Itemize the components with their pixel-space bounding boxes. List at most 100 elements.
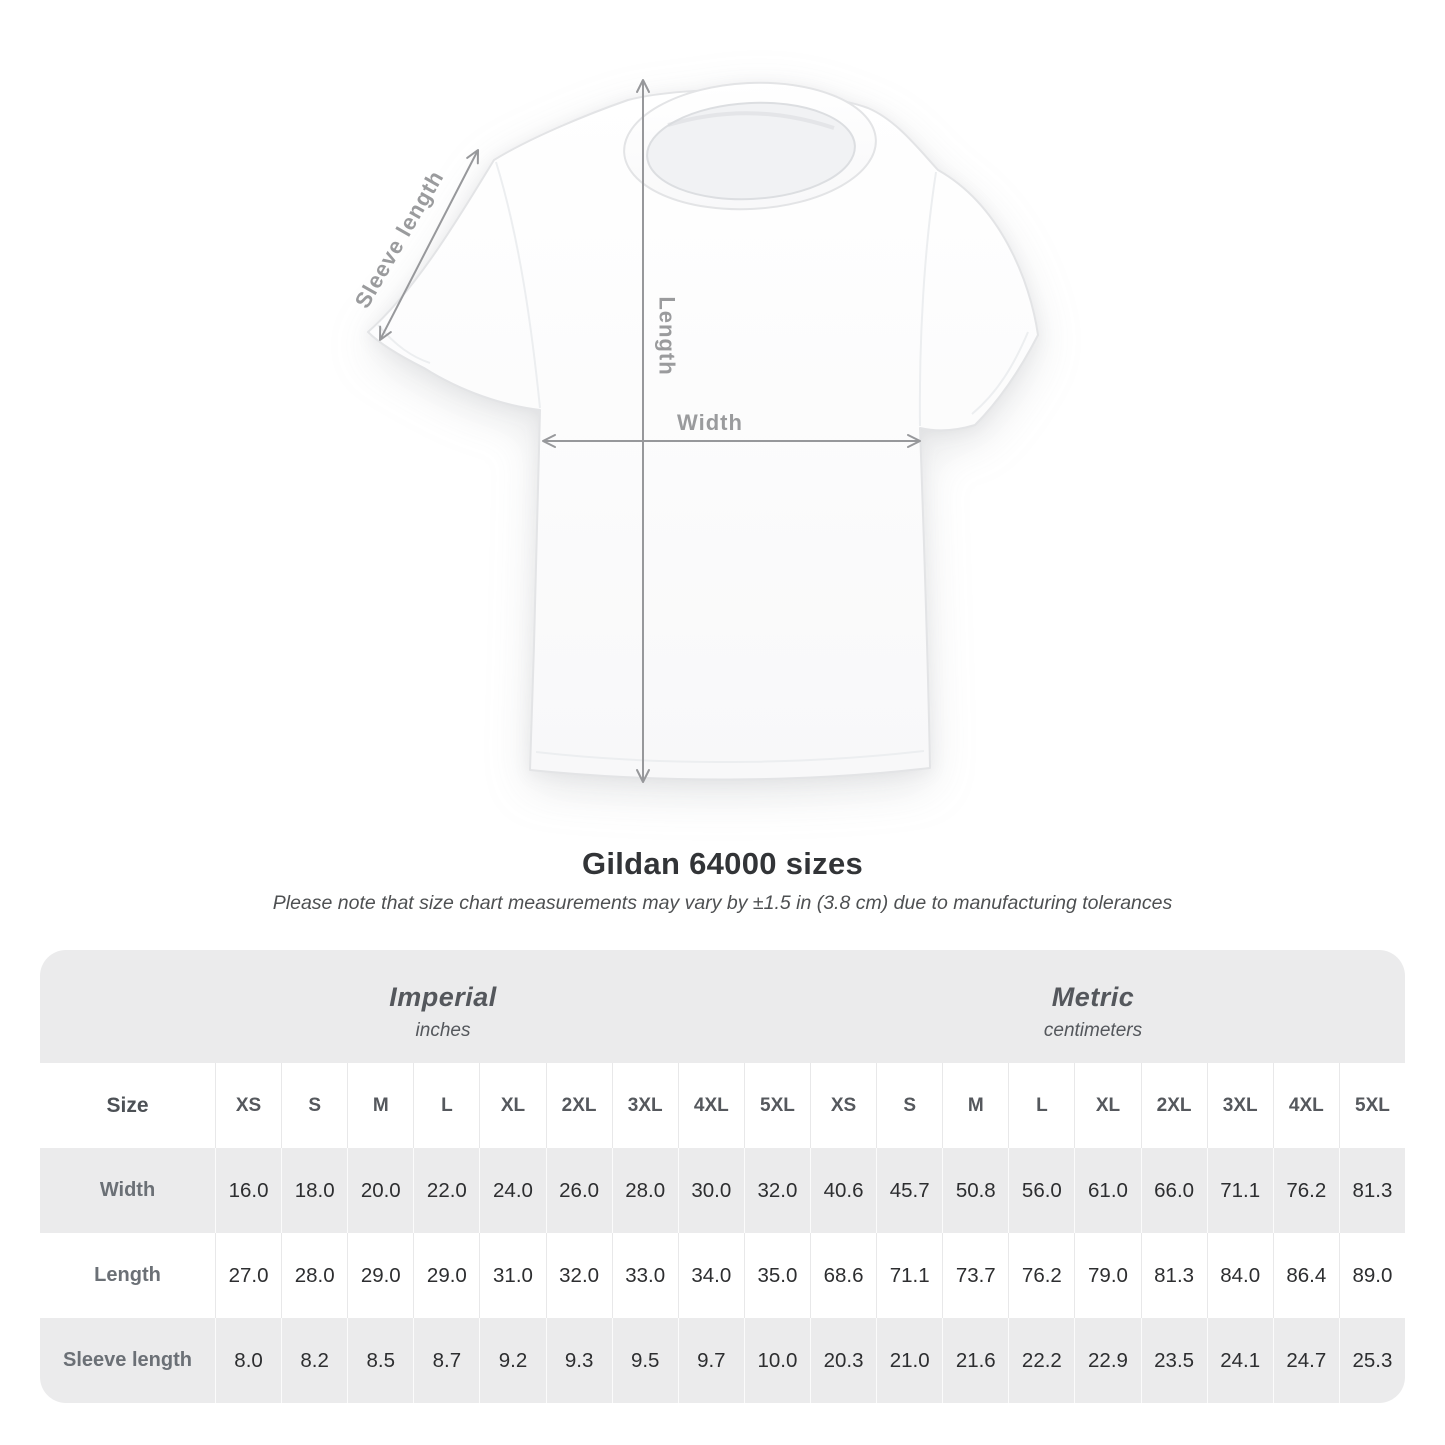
table-cell: 9.7 <box>677 1318 744 1403</box>
table-cell: 29.0 <box>347 1233 413 1318</box>
size-label: XS <box>215 1063 281 1148</box>
size-label: M <box>347 1063 413 1148</box>
size-column-header: Size <box>106 1093 149 1117</box>
table-cell: 24.7 <box>1272 1318 1339 1403</box>
bottom-hem-seam <box>535 750 925 763</box>
table-cell: 9.5 <box>611 1318 678 1403</box>
size-label: L <box>413 1063 479 1148</box>
page-subtitle: Please note that size chart measurements… <box>272 892 1173 914</box>
sleeve-length-arrow <box>379 149 479 341</box>
table-cell: 26.0 <box>545 1148 612 1233</box>
left-sleeve-hem-seam <box>377 324 431 364</box>
table-cell: 20.0 <box>347 1148 413 1233</box>
size-label: 2XL <box>545 1063 612 1148</box>
table-cell: 23.5 <box>1140 1318 1207 1403</box>
sleeve-length-row: Sleeve length 8.0 8.2 8.5 8.7 9.2 9.3 9.5 9.7 10.… <box>40 1318 1405 1403</box>
table-cell: 50.8 <box>942 1148 1008 1233</box>
size-label: 2XL <box>1140 1063 1207 1148</box>
table-cell: 84.0 <box>1206 1233 1273 1318</box>
table-cell: 18.0 <box>281 1148 347 1233</box>
size-label: 3XL <box>611 1063 678 1148</box>
size-label: M <box>942 1063 1008 1148</box>
row-label: Sleeve length <box>63 1349 192 1371</box>
size-label: XS <box>810 1063 876 1148</box>
size-table: Imperial inches Metric centimeters Size X… <box>40 950 1405 1403</box>
table-cell: 8.5 <box>347 1318 413 1403</box>
imperial-section-header: Imperial inches <box>389 982 497 1042</box>
row-label: Length <box>94 1264 161 1286</box>
sizes-header-row: Size XS S M L XL 2XL 3XL 4XL 5XL XS S M L XL 2XL 3XL 4XL 5… <box>40 1063 1405 1148</box>
tshirt-diagram: Width Length Sleeve length <box>350 79 1039 783</box>
table-cell: 33.0 <box>611 1233 678 1318</box>
collar-inner-shadow <box>667 111 835 130</box>
size-label: 5XL <box>1338 1063 1405 1148</box>
length-arrow <box>636 79 650 783</box>
table-cell: 9.2 <box>479 1318 545 1403</box>
left-armhole-seam <box>495 161 541 409</box>
table-cell: 68.6 <box>810 1233 876 1318</box>
length-dimension-label: Length <box>654 296 679 375</box>
size-label: XL <box>479 1063 545 1148</box>
metric-unit: centimeters <box>1043 1020 1143 1041</box>
width-row: Width 16.0 18.0 20.0 22.0 24.0 26.0 28.0 30.0 32.… <box>40 1148 1405 1233</box>
right-sleeve-hem-seam <box>971 331 1029 415</box>
width-arrow <box>542 434 921 448</box>
table-cell: 9.3 <box>545 1318 612 1403</box>
table-cell: 21.0 <box>876 1318 942 1403</box>
table-cell: 30.0 <box>677 1148 744 1233</box>
size-label: L <box>1008 1063 1074 1148</box>
size-label: 4XL <box>1272 1063 1339 1148</box>
right-armhole-seam <box>918 171 937 427</box>
table-cell: 45.7 <box>876 1148 942 1233</box>
table-cell: 29.0 <box>413 1233 479 1318</box>
table-cell: 22.2 <box>1008 1318 1074 1403</box>
table-cell: 20.3 <box>810 1318 876 1403</box>
size-label: XL <box>1074 1063 1140 1148</box>
imperial-unit: inches <box>415 1020 471 1041</box>
tshirt-body <box>367 89 1039 781</box>
table-cell: 66.0 <box>1140 1148 1207 1233</box>
table-cell: 22.0 <box>413 1148 479 1233</box>
table-cell: 8.0 <box>215 1318 281 1403</box>
table-cell: 89.0 <box>1338 1233 1405 1318</box>
table-cell: 32.0 <box>545 1233 612 1318</box>
table-cell: 28.0 <box>281 1233 347 1318</box>
table-cell: 56.0 <box>1008 1148 1074 1233</box>
table-cell: 73.7 <box>942 1233 1008 1318</box>
imperial-title: Imperial <box>389 982 497 1012</box>
table-cell: 76.2 <box>1008 1233 1074 1318</box>
table-cell: 81.3 <box>1140 1233 1207 1318</box>
size-label: S <box>876 1063 942 1148</box>
table-cell: 8.2 <box>281 1318 347 1403</box>
table-cell: 40.6 <box>810 1148 876 1233</box>
size-label: S <box>281 1063 347 1148</box>
table-cell: 28.0 <box>611 1148 678 1233</box>
table-cell: 32.0 <box>743 1148 810 1233</box>
size-label: 5XL <box>743 1063 810 1148</box>
table-cell: 71.1 <box>1206 1148 1273 1233</box>
table-cell: 34.0 <box>677 1233 744 1318</box>
table-cell: 35.0 <box>743 1233 810 1318</box>
table-cell: 22.9 <box>1074 1318 1140 1403</box>
table-cell: 86.4 <box>1272 1233 1339 1318</box>
metric-title: Metric <box>1051 982 1135 1012</box>
table-cell: 71.1 <box>876 1233 942 1318</box>
table-cell: 24.1 <box>1206 1318 1273 1403</box>
tshirt-illustration <box>367 81 1039 781</box>
page-title: Gildan 64000 sizes <box>581 846 864 881</box>
table-cell: 16.0 <box>215 1148 281 1233</box>
table-cell: 61.0 <box>1074 1148 1140 1233</box>
table-cell: 21.6 <box>942 1318 1008 1403</box>
metric-section-header: Metric centimeters <box>1044 982 1142 1042</box>
width-dimension-label: Width <box>677 410 743 435</box>
table-cell: 10.0 <box>743 1318 810 1403</box>
table-cell: 27.0 <box>215 1233 281 1318</box>
table-header-band: Imperial inches Metric centimeters <box>40 950 1405 1063</box>
row-label: Width <box>99 1179 156 1201</box>
length-row: Length 27.0 28.0 29.0 29.0 31.0 32.0 33.0 34.0 35… <box>40 1233 1405 1318</box>
table-cell: 31.0 <box>479 1233 545 1318</box>
collar-neck-opening <box>646 101 856 201</box>
table-cell: 76.2 <box>1272 1148 1339 1233</box>
table-cell: 81.3 <box>1338 1148 1405 1233</box>
table-cell: 25.3 <box>1338 1318 1405 1403</box>
